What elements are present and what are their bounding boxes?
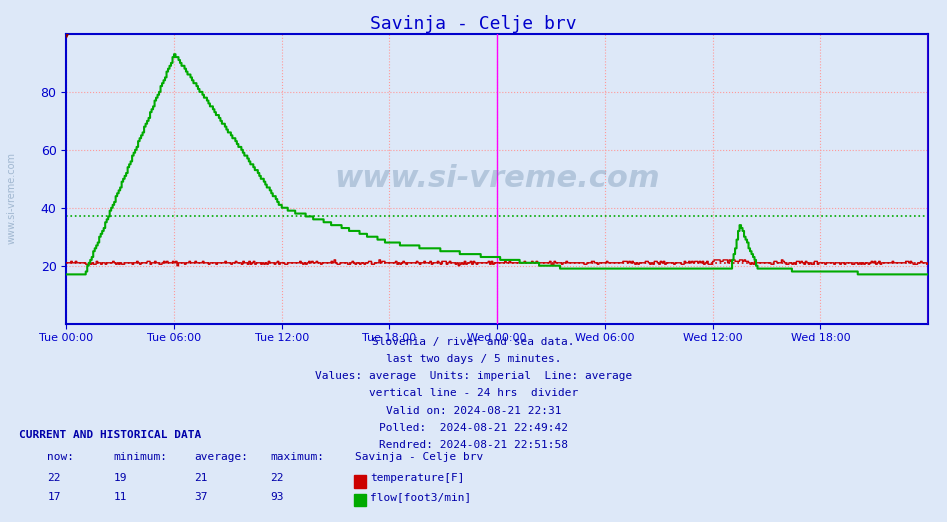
Text: 37: 37 bbox=[194, 492, 207, 502]
Text: www.si-vreme.com: www.si-vreme.com bbox=[7, 152, 16, 244]
Text: 11: 11 bbox=[114, 492, 127, 502]
Text: 93: 93 bbox=[270, 492, 283, 502]
Text: 22: 22 bbox=[47, 473, 61, 483]
Text: Valid on: 2024-08-21 22:31: Valid on: 2024-08-21 22:31 bbox=[385, 406, 562, 416]
Text: 19: 19 bbox=[114, 473, 127, 483]
Text: 22: 22 bbox=[270, 473, 283, 483]
Text: temperature[F]: temperature[F] bbox=[370, 473, 465, 483]
Text: flow[foot3/min]: flow[foot3/min] bbox=[370, 492, 472, 502]
Text: 17: 17 bbox=[47, 492, 61, 502]
Text: last two days / 5 minutes.: last two days / 5 minutes. bbox=[385, 354, 562, 364]
Text: Polled:  2024-08-21 22:49:42: Polled: 2024-08-21 22:49:42 bbox=[379, 423, 568, 433]
Text: www.si-vreme.com: www.si-vreme.com bbox=[334, 164, 660, 193]
Text: Values: average  Units: imperial  Line: average: Values: average Units: imperial Line: av… bbox=[314, 371, 633, 381]
Text: 21: 21 bbox=[194, 473, 207, 483]
Text: now:: now: bbox=[47, 453, 75, 462]
Text: CURRENT AND HISTORICAL DATA: CURRENT AND HISTORICAL DATA bbox=[19, 431, 201, 441]
Text: Slovenia / river and sea data.: Slovenia / river and sea data. bbox=[372, 337, 575, 347]
Text: Savinja - Celje brv: Savinja - Celje brv bbox=[355, 453, 483, 462]
Text: minimum:: minimum: bbox=[114, 453, 168, 462]
Text: Savinja - Celje brv: Savinja - Celje brv bbox=[370, 15, 577, 32]
Text: average:: average: bbox=[194, 453, 248, 462]
Text: Rendred: 2024-08-21 22:51:58: Rendred: 2024-08-21 22:51:58 bbox=[379, 440, 568, 450]
Text: maximum:: maximum: bbox=[270, 453, 324, 462]
Text: vertical line - 24 hrs  divider: vertical line - 24 hrs divider bbox=[369, 388, 578, 398]
